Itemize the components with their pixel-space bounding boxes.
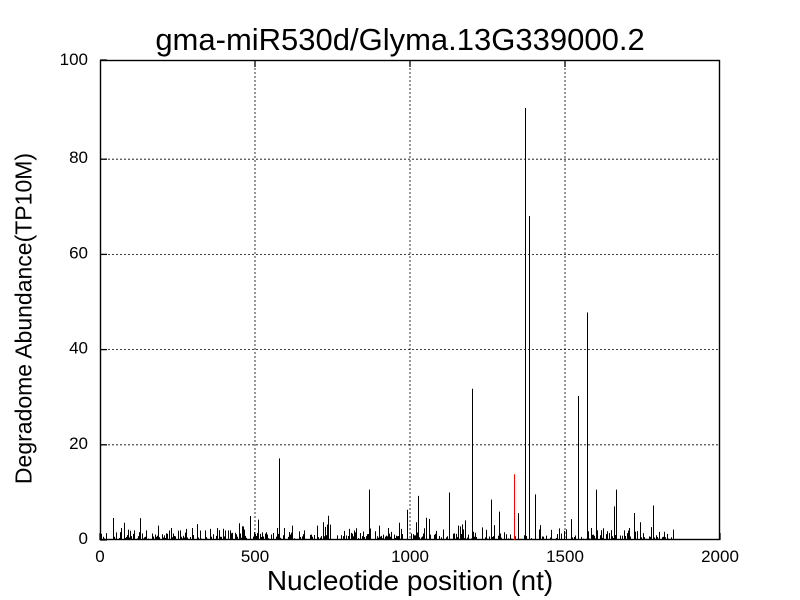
svg-text:500: 500 (241, 547, 269, 566)
svg-text:80: 80 (69, 148, 88, 167)
svg-text:40: 40 (69, 339, 88, 358)
svg-text:1500: 1500 (546, 547, 584, 566)
svg-text:2000: 2000 (701, 547, 739, 566)
svg-text:0: 0 (79, 529, 88, 548)
svg-text:60: 60 (69, 243, 88, 262)
svg-text:1000: 1000 (391, 547, 429, 566)
svg-text:100: 100 (60, 50, 88, 69)
svg-text:0: 0 (95, 547, 104, 566)
svg-text:20: 20 (69, 434, 88, 453)
